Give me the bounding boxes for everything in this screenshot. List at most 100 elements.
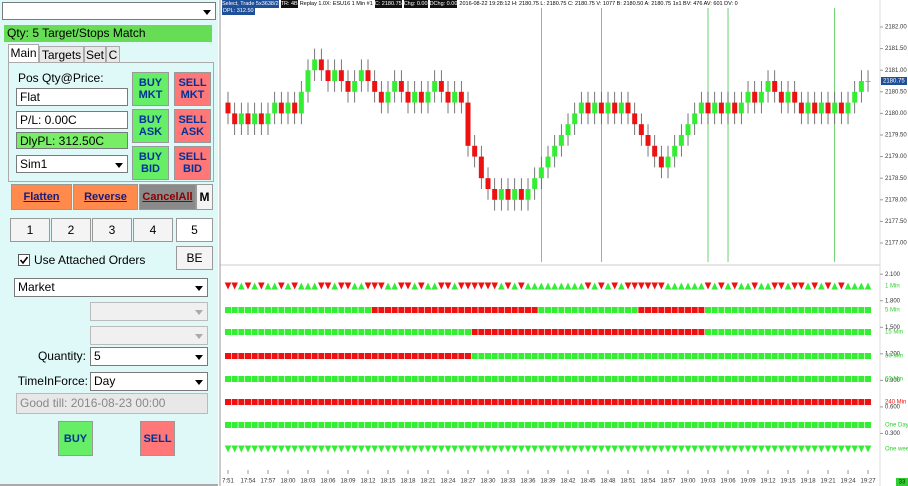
signal-square	[578, 399, 585, 405]
signal-down	[624, 445, 632, 453]
signal-square	[725, 376, 732, 382]
signal-square	[231, 353, 238, 359]
signal-square	[505, 307, 512, 313]
signal-square	[418, 329, 425, 335]
signal-row-label: 60 Min	[885, 377, 903, 383]
sell-mkt[interactable]: SELL MKT	[174, 72, 211, 106]
signal-square	[851, 307, 858, 313]
signal-down	[804, 445, 812, 453]
be-button[interactable]: BE	[176, 246, 213, 270]
quantity-select[interactable]: 5	[90, 347, 208, 366]
tab-frame	[8, 62, 214, 182]
tab[interactable]: Targets	[39, 46, 84, 63]
checkbox[interactable]	[18, 254, 30, 266]
signal-down	[338, 282, 345, 290]
signal-square	[345, 353, 352, 359]
top-select[interactable]	[2, 2, 216, 20]
signal-square	[518, 422, 525, 428]
x-tick-label: 19:27	[861, 479, 877, 485]
daily-pl: DlyPL: 312.50C	[16, 132, 128, 149]
signal-square	[665, 307, 672, 313]
signal-square	[858, 307, 865, 313]
buy-ask[interactable]: BUY ASK	[132, 109, 169, 143]
buy[interactable]: BUY	[58, 421, 93, 456]
signal-square	[431, 307, 438, 313]
x-tick-label: 18:30	[481, 479, 497, 485]
qty-button[interactable]: 2	[51, 218, 91, 242]
reverse[interactable]: Reverse	[73, 184, 138, 210]
signal-square	[491, 422, 498, 428]
candle-body	[852, 91, 858, 103]
signal-square	[398, 353, 405, 359]
signal-square	[678, 422, 685, 428]
signal-down	[278, 282, 285, 290]
signal-up	[531, 282, 538, 290]
signal-square	[531, 353, 538, 359]
tab[interactable]: Main	[8, 44, 39, 63]
signal-square	[818, 376, 825, 382]
account-select[interactable]: Sim1	[16, 155, 128, 173]
flatten[interactable]: Flatten	[11, 184, 72, 210]
signal-square	[398, 422, 405, 428]
signal-up	[711, 282, 718, 290]
signal-up	[604, 282, 612, 290]
signal-square	[265, 307, 272, 313]
m-button[interactable]: M	[196, 184, 213, 210]
signal-square	[391, 422, 398, 428]
signal-square	[351, 329, 358, 335]
signal-square	[778, 399, 785, 405]
qty-button[interactable]: 5	[176, 218, 213, 242]
signal-square	[318, 399, 325, 405]
signal-down	[404, 282, 412, 290]
sell[interactable]: SELL	[140, 421, 175, 456]
signal-down	[398, 445, 405, 453]
candle-body	[645, 135, 651, 146]
buy-mkt[interactable]: BUY MKT	[132, 72, 169, 106]
tif-select[interactable]: Day	[90, 372, 208, 391]
x-tick-label: 19:12	[761, 479, 777, 485]
candle-body	[738, 102, 744, 114]
candle-body	[412, 91, 418, 103]
qty-button[interactable]: 3	[92, 218, 132, 242]
signal-square	[705, 422, 712, 428]
signal-square	[645, 353, 652, 359]
signal-up	[304, 282, 312, 290]
signal-square	[278, 399, 285, 405]
signal-square	[251, 376, 258, 382]
qty-button[interactable]: 1	[10, 218, 50, 242]
cancel-all[interactable]: CancelAll	[139, 184, 196, 210]
signal-up	[538, 282, 545, 290]
candle-body	[618, 102, 624, 114]
signal-down	[231, 445, 238, 453]
signal-square	[491, 399, 498, 405]
signal-square	[305, 353, 312, 359]
signal-square	[418, 307, 425, 313]
candle-body	[445, 91, 451, 103]
signal-down	[778, 282, 785, 290]
signal-square	[678, 376, 685, 382]
signal-square	[558, 422, 565, 428]
qty-button[interactable]: 4	[133, 218, 173, 242]
signal-square	[758, 399, 765, 405]
signal-square	[745, 329, 752, 335]
candle-body	[478, 156, 484, 179]
signal-down	[858, 445, 865, 453]
buy-bid[interactable]: BUY BID	[132, 146, 169, 180]
signal-square	[238, 399, 245, 405]
tab[interactable]: C	[106, 46, 120, 63]
sell-ask[interactable]: SELL ASK	[174, 109, 211, 143]
signal-square	[745, 399, 752, 405]
signal-square	[645, 399, 652, 405]
signal-square	[751, 353, 758, 359]
tab[interactable]: Set	[84, 46, 106, 63]
sell-bid[interactable]: SELL BID	[174, 146, 211, 180]
signal-up	[451, 282, 458, 290]
signal-square	[811, 307, 818, 313]
x-tick-label: 19:24	[841, 479, 857, 485]
candle-body	[752, 91, 758, 103]
signal-square	[565, 307, 572, 313]
order-type[interactable]: Market	[14, 278, 208, 297]
signal-square	[771, 422, 778, 428]
signal-square	[645, 422, 652, 428]
signal-square	[398, 376, 405, 382]
